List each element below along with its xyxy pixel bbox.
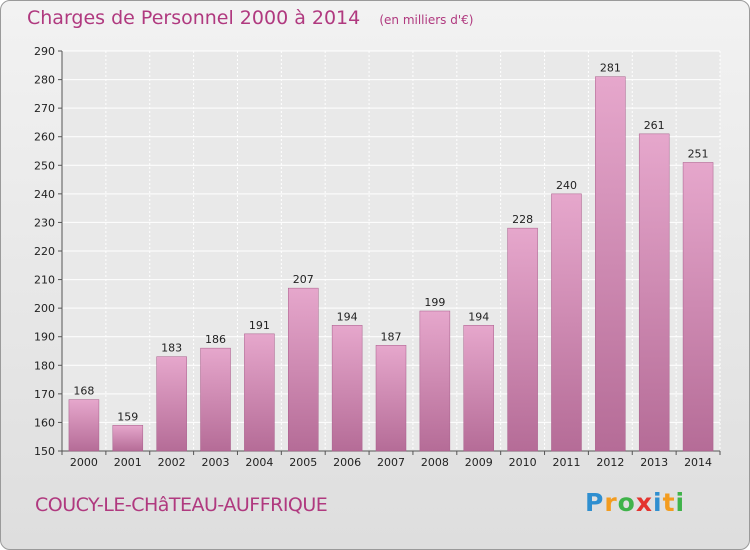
bar-value-label: 187: [381, 330, 402, 343]
bar: [331, 325, 363, 452]
bar: [288, 287, 319, 452]
y-tick-label: 240: [34, 188, 55, 201]
bars: [68, 76, 714, 452]
bar: [638, 133, 670, 452]
y-tick-label: 150: [34, 445, 55, 458]
logo-letter: o: [617, 488, 636, 517]
commune-name: COUCY-LE-CHâTEAU-AUFFRIQUE: [35, 494, 328, 516]
x-tick-label: 2004: [245, 456, 273, 469]
y-tick-label: 190: [34, 331, 55, 344]
logo-letter: i: [675, 488, 686, 517]
x-tick-label: 2006: [333, 456, 361, 469]
bar: [200, 347, 231, 452]
y-tick-label: 200: [34, 302, 55, 315]
x-tick-label: 2001: [114, 456, 142, 469]
x-tick-label: 2005: [289, 456, 317, 469]
bar-value-label: 199: [424, 296, 445, 309]
bar: [375, 345, 407, 452]
x-tick-label: 2000: [70, 456, 98, 469]
y-tick-label: 210: [34, 274, 55, 287]
bar-value-label: 183: [161, 342, 182, 355]
bar-value-label: 159: [117, 410, 138, 423]
bar-value-label: 207: [293, 273, 314, 286]
y-tick-label: 220: [34, 245, 55, 258]
bar: [419, 310, 451, 452]
y-tick-label: 290: [34, 45, 55, 58]
x-tick-label: 2008: [421, 456, 449, 469]
chart-title: Charges de Personnel 2000 à 2014: [27, 7, 361, 29]
bar: [551, 193, 582, 452]
y-tick-label: 160: [34, 416, 55, 429]
logo-letter: x: [635, 488, 653, 517]
x-tick-label: 2012: [596, 456, 624, 469]
bar-value-label: 261: [644, 119, 665, 132]
x-tick-label: 2010: [509, 456, 537, 469]
bar-value-label: 228: [512, 213, 533, 226]
logo-letter: i: [653, 488, 663, 517]
logo-letter: r: [604, 488, 618, 517]
bar-value-label: 191: [249, 319, 270, 332]
bar: [463, 325, 494, 452]
bar-value-label: 194: [337, 310, 358, 323]
x-tick-label: 2013: [640, 456, 668, 469]
y-tick-label: 260: [34, 131, 55, 144]
logo-letter: t: [662, 488, 676, 517]
y-tick-label: 230: [34, 216, 55, 229]
bar-value-label: 251: [688, 147, 709, 160]
bar: [244, 333, 275, 452]
x-tick-label: 2011: [552, 456, 580, 469]
x-tick-label: 2014: [684, 456, 712, 469]
bar-value-label: 194: [468, 310, 489, 323]
labels: 150 160 170 180 190 200 210 220 230 240 250 260 270 2…: [34, 45, 712, 469]
y-tick-label: 250: [34, 159, 55, 172]
bar: [112, 425, 144, 452]
logo-letter: P: [585, 488, 605, 517]
bar: [507, 227, 538, 452]
bar-value-label: 281: [600, 62, 621, 75]
y-tick-label: 180: [34, 359, 55, 372]
bar-value-label: 240: [556, 179, 577, 192]
bar: [682, 162, 714, 452]
y-tick-label: 270: [34, 102, 55, 115]
bar-value-label: 186: [205, 333, 226, 346]
y-tick-label: 280: [34, 74, 55, 87]
chart-title-block: Charges de Personnel 2000 à 2014 (en mil…: [27, 7, 473, 29]
bar-value-label: 168: [73, 385, 94, 398]
y-tick-label: 170: [34, 388, 55, 401]
bar: [68, 399, 100, 452]
bar: [156, 356, 187, 452]
x-tick-label: 2007: [377, 456, 405, 469]
bar: [595, 76, 626, 452]
x-tick-label: 2002: [158, 456, 186, 469]
x-tick-label: 2003: [202, 456, 230, 469]
proxiti-logo: Proxiti: [585, 488, 685, 517]
chart-subtitle: (en milliers d'€): [379, 13, 474, 27]
x-tick-label: 2009: [465, 456, 493, 469]
